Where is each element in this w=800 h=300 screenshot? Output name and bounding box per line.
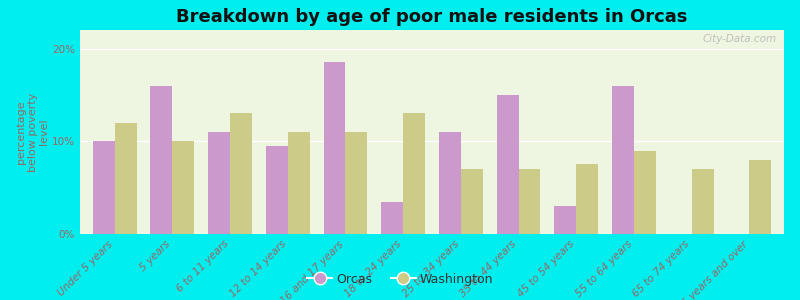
Bar [497,95,518,234]
Bar [403,113,425,234]
Bar [576,164,598,234]
Legend: Orcas, Washington: Orcas, Washington [302,268,498,291]
Bar [634,151,656,234]
Bar [692,169,714,234]
Bar [266,146,288,234]
Bar [323,62,346,234]
Bar [114,123,137,234]
Bar [382,202,403,234]
Bar [518,169,541,234]
Bar [750,160,771,234]
Bar [150,85,172,234]
Title: Breakdown by age of poor male residents in Orcas: Breakdown by age of poor male residents … [176,8,688,26]
Bar [208,132,230,234]
Y-axis label: percentage
below poverty
level: percentage below poverty level [16,92,50,172]
Bar [93,141,114,234]
Text: City-Data.com: City-Data.com [703,34,777,44]
Bar [554,206,576,234]
Bar [172,141,194,234]
Bar [230,113,252,234]
Bar [346,132,367,234]
Bar [288,132,310,234]
Bar [612,85,634,234]
Bar [439,132,461,234]
Bar [461,169,482,234]
